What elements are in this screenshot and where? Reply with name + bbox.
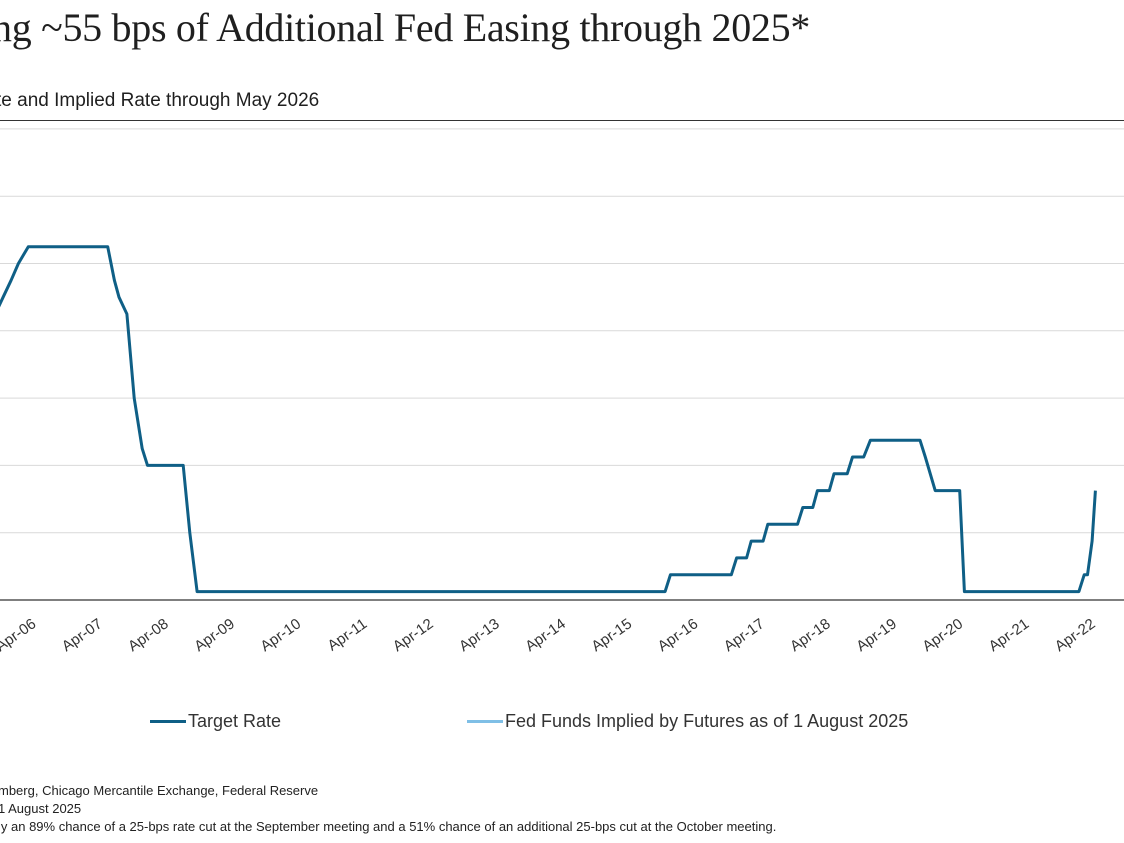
chart-title: ng ~55 bps of Additional Fed Easing thro… [0, 5, 811, 50]
x-tick-label-apr-07: Apr-07 [59, 615, 106, 655]
x-tick-label-apr-10: Apr-10 [257, 615, 304, 655]
legend-item-implied-rate: Fed Funds Implied by Futures as of 1 Aug… [467, 711, 908, 732]
legend-label-target-rate: Target Rate [188, 711, 282, 731]
x-tick-label-apr-21: Apr-21 [986, 615, 1033, 655]
x-tick-label-apr-15: Apr-15 [588, 615, 635, 655]
line-chart: Apr-06 Apr-07 Apr-08 Apr-09 Apr-10 Apr-11 Apr-… [0, 128, 1124, 655]
legend-swatch-implied-rate [467, 720, 503, 723]
x-tick-label-apr-19: Apr-19 [853, 615, 900, 655]
x-tick-label-apr-18: Apr-18 [787, 615, 834, 655]
legend-label-implied-rate: Fed Funds Implied by Futures as of 1 Aug… [505, 711, 909, 731]
x-tick-label-apr-22: Apr-22 [1052, 615, 1099, 655]
x-tick-label-apr-20: Apr-20 [919, 615, 966, 655]
chart-subtitle: te and Implied Rate through May 2026 [0, 90, 320, 111]
x-tick-label-apr-14: Apr-14 [522, 615, 569, 655]
legend-swatch-target-rate [150, 720, 186, 723]
legend-item-target-rate: Target Rate [150, 711, 281, 732]
series-line-target-rate [0, 245, 1097, 594]
x-tick-label-apr-16: Apr-16 [655, 615, 702, 655]
x-tick-label-apr-11: Apr-11 [325, 615, 371, 654]
x-tick-label-apr-17: Apr-17 [721, 615, 768, 655]
x-tick-label-apr-13: Apr-13 [456, 615, 503, 655]
footnote-probability: ly an 89% chance of a 25-bps rate cut at… [0, 819, 777, 834]
x-tick-label-apr-12: Apr-12 [390, 615, 437, 655]
x-tick-label-apr-06: Apr-06 [0, 615, 39, 655]
footnote-source: mberg, Chicago Mercantile Exchange, Fede… [0, 783, 319, 798]
title-divider [0, 120, 1124, 121]
footnote-date: 1 August 2025 [0, 801, 82, 816]
x-tick-label-apr-08: Apr-08 [125, 615, 172, 655]
footnotes: mberg, Chicago Mercantile Exchange, Fede… [0, 782, 776, 836]
x-tick-label-apr-09: Apr-09 [191, 615, 238, 655]
